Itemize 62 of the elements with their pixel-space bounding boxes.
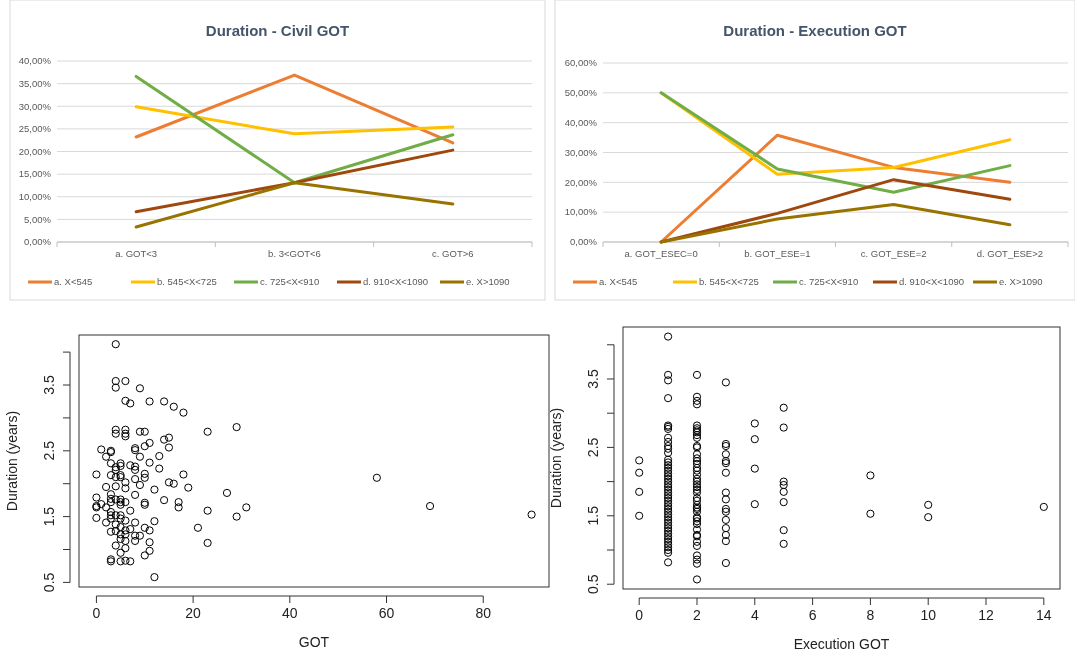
y-tick-label: 3.5	[40, 375, 57, 395]
x-tick-label: c. GOT>6	[432, 248, 474, 259]
y-tick-label: 0.5	[584, 574, 601, 594]
y-tick-label: 25,00%	[18, 123, 52, 135]
y-tick-label: 40,00%	[564, 116, 598, 128]
x-tick-label: b. 3<GOT<6	[268, 248, 321, 259]
y-tick-label: 5,00%	[24, 213, 52, 225]
x-tick-label: a. GOT_ESEC=0	[624, 248, 698, 259]
y-tick-label: 0,00%	[24, 236, 52, 248]
x-tick-label: 0	[635, 606, 644, 623]
legend-label: d. 910<X<1090	[899, 276, 964, 288]
x-tick-label: c. GOT_ESE=2	[860, 248, 927, 259]
y-tick-label: 20,00%	[564, 176, 598, 188]
legend-label: d. 910<X<1090	[363, 276, 428, 288]
x-axis-title: Execution GOT	[793, 636, 890, 652]
x-tick-label: 14	[1036, 606, 1052, 623]
y-tick-label: 15,00%	[18, 168, 52, 180]
legend-label: e. X>1090	[999, 276, 1043, 288]
y-tick-label: 35,00%	[18, 77, 52, 89]
x-tick-label: 0	[92, 604, 101, 621]
legend-label: e. X>1090	[466, 276, 510, 288]
x-tick-label: 2	[693, 606, 702, 623]
y-tick-label: 10,00%	[564, 206, 598, 218]
y-tick-label: 0,00%	[570, 236, 598, 248]
y-tick-label: 60,00%	[564, 57, 598, 69]
y-tick-label: 3.5	[584, 369, 601, 389]
chart-title: Duration - Execution GOT	[723, 22, 907, 39]
legend-label: b. 545<X<725	[157, 276, 217, 288]
line-series	[659, 202, 1012, 244]
x-tick-label: a. GOT<3	[115, 248, 158, 259]
y-tick-label: 2.5	[40, 440, 57, 461]
x-tick-label: 40	[282, 604, 298, 621]
y-tick-label: 2.5	[584, 437, 601, 458]
x-tick-label: 8	[866, 606, 875, 623]
x-tick-label: b. GOT_ESE=1	[744, 248, 811, 259]
legend-label: a. X<545	[54, 276, 93, 288]
y-axis-title: Duration (years)	[548, 407, 564, 509]
x-axis-title: GOT	[298, 634, 330, 650]
x-tick-label: 60	[378, 604, 395, 621]
legend-label: c. 725<X<910	[260, 276, 320, 288]
x-tick-label: 4	[750, 606, 759, 623]
line-series	[659, 91, 1012, 194]
chart-title: Duration - Civil GOT	[205, 22, 350, 39]
x-tick-label: 80	[475, 604, 492, 621]
x-tick-label: 12	[978, 606, 995, 623]
y-tick-label: 1.5	[584, 505, 601, 526]
y-tick-label: 40,00%	[18, 55, 52, 67]
y-tick-label: 30,00%	[18, 100, 52, 112]
x-tick-label: 20	[185, 604, 202, 621]
x-tick-label: d. GOT_ESE>2	[976, 248, 1044, 259]
y-tick-label: 50,00%	[564, 87, 598, 99]
legend-label: c. 725<X<910	[799, 276, 859, 288]
y-tick-label: 20,00%	[18, 145, 52, 157]
y-tick-label: 30,00%	[564, 146, 598, 158]
y-axis-title: Duration (years)	[4, 410, 20, 512]
x-tick-label: 10	[920, 606, 937, 623]
legend-label: b. 545<X<725	[699, 276, 759, 288]
y-tick-label: 0.5	[40, 572, 57, 593]
y-tick-label: 10,00%	[18, 191, 52, 203]
x-tick-label: 6	[808, 606, 817, 623]
legend-label: a. X<545	[599, 276, 638, 288]
y-tick-label: 1.5	[40, 506, 57, 527]
